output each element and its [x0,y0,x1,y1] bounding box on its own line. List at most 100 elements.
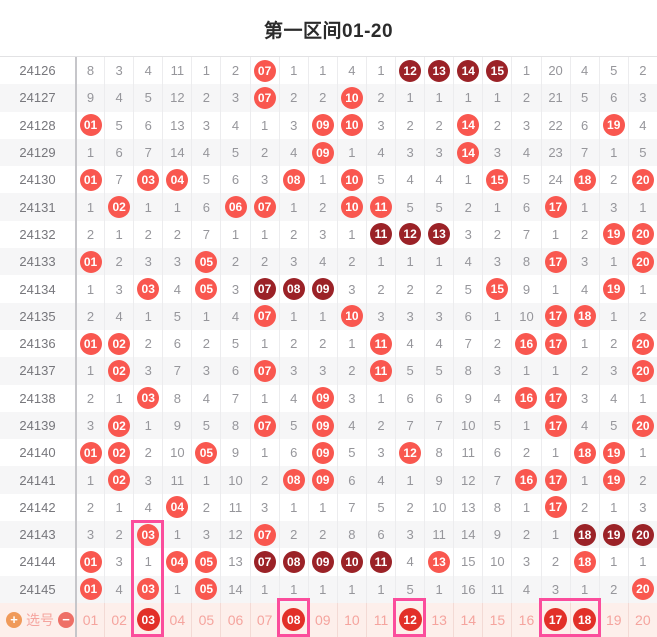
cell: 10 [424,493,453,522]
cell: 4 [569,411,599,440]
drawn-number-ball: 07 [253,86,276,109]
cell: 6 [569,111,599,139]
cell: 9 [424,466,453,494]
cell: 3 [395,521,424,549]
drawn-number-ball: 15 [486,278,509,301]
cell: 2 [395,493,424,522]
drawn-number-ball: 16 [515,469,538,492]
selectable-number[interactable]: 06 [220,602,249,637]
selectable-number[interactable]: 02 [104,602,133,637]
cell: 12 [395,220,424,249]
cell: 6 [220,357,249,385]
selectable-number[interactable]: 08 [278,602,308,637]
consecutive-number-ball: 12 [399,223,422,246]
selectable-number[interactable]: 09 [307,602,337,637]
cell: 05 [191,548,220,576]
selectable-number[interactable]: 13 [424,602,453,637]
cell: 10 [453,411,482,440]
table-row: 24142 2 1 4 04 2 11 3 1 1 7 5 2 10 13 8 1 17 2 1 3 [0,493,657,522]
row-label: 24139 [19,418,56,433]
selectable-number[interactable]: 12 [395,602,424,637]
drawn-number-ball: 15 [486,168,509,191]
selectable-number[interactable]: 01 [75,602,104,637]
cell: 4 [395,166,424,194]
cell: 1 [511,57,540,85]
cell: 3 [133,248,162,276]
cell: 1 [75,466,104,494]
selectable-number[interactable]: 11 [365,602,395,637]
cell: 20 [627,166,657,194]
cell: 8 [482,493,511,522]
cell: 1 [75,138,104,167]
cell: 11 [482,575,511,603]
selectable-number[interactable]: 07 [249,602,279,637]
cell: 2 [278,329,308,358]
selected-number-ball[interactable]: 12 [398,608,422,632]
cell: 4 [104,302,133,330]
cell: 2 [133,329,162,358]
cell: 4 [104,84,133,112]
cell: 18 [569,521,599,549]
selectable-number[interactable]: 04 [162,602,191,637]
cell: 1 [511,411,540,440]
selected-number-ball[interactable]: 17 [544,608,568,632]
drawn-number-ball: 17 [544,196,567,219]
cell: 5 [395,575,424,603]
cell: 12 [395,57,424,85]
cell: 1 [365,57,395,85]
drawn-number-ball: 11 [369,196,392,219]
cell: 1 [482,193,511,221]
cell: 3 [511,111,540,139]
cell: 10 [336,111,366,139]
cell: 3 [627,84,657,112]
cell: 11 [365,220,395,249]
cell: 2 [424,111,453,139]
selectable-number[interactable]: 18 [569,602,599,637]
row-label: 24133 [19,254,56,270]
cell: 3 [104,57,133,85]
cell: 1 [569,575,599,603]
cell: 2 [278,521,308,549]
cell: 8 [162,384,191,412]
selectable-number[interactable]: 03 [133,602,162,637]
drawn-number-ball: 18 [573,550,596,573]
drawn-number-ball: 01 [79,114,102,137]
cell: 02 [104,411,133,440]
consecutive-number-ball: 20 [631,523,654,546]
drawn-number-ball: 19 [602,469,625,492]
selected-number-ball[interactable]: 18 [573,608,597,632]
cell: 1 [424,575,453,603]
selectable-number[interactable]: 15 [482,602,511,637]
cell: 1 [365,575,395,603]
cell: 07 [249,411,279,440]
cell: 13 [424,57,453,85]
selectable-number[interactable]: 05 [191,602,220,637]
cell: 03 [133,166,162,194]
cell: 11 [453,439,482,467]
cell: 10 [220,466,249,494]
cell: 3 [365,439,395,467]
row-label: 24130 [19,172,56,188]
cell: 13 [453,493,482,522]
selectable-number[interactable]: 10 [336,602,366,637]
selectable-number[interactable]: 19 [598,602,628,637]
cell: 1 [133,193,162,221]
cell: 14 [453,138,482,167]
cell: 3 [569,248,599,276]
table-row: 24127 9 4 5 12 2 3 07 2 2 10 2 1 1 1 1 2 21 5 6 3 [0,84,657,112]
drawn-number-ball: 01 [79,550,102,573]
add-selection-button[interactable]: + [6,611,22,628]
selected-number-ball[interactable]: 03 [136,608,160,632]
cell: 05 [191,439,220,467]
selectable-number[interactable]: 17 [540,602,570,637]
drawn-number-ball: 05 [195,441,218,464]
selectable-number[interactable]: 16 [511,602,540,637]
selected-number-ball[interactable]: 08 [282,608,306,632]
cell: 2 [365,275,395,303]
consecutive-number-ball: 13 [428,59,451,82]
drawn-number-ball: 17 [544,305,567,328]
cell: 09 [307,111,337,139]
remove-selection-button[interactable]: − [58,611,74,628]
selectable-number[interactable]: 14 [453,602,482,637]
selectable-number[interactable]: 20 [627,602,657,637]
